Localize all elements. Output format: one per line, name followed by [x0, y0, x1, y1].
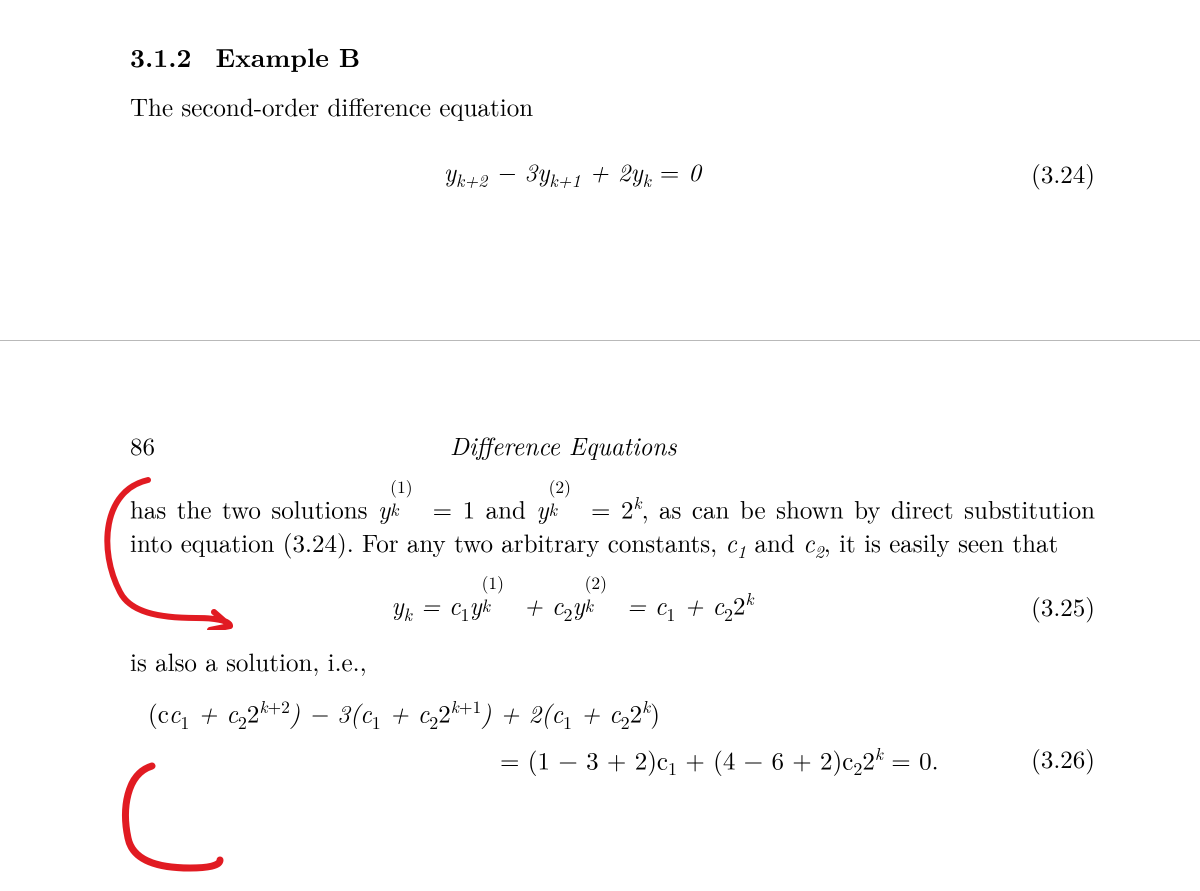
text-fragment: 2 — [862, 742, 875, 777]
section-number: 3.1.2 — [130, 38, 191, 75]
text-fragment: has the two solutions — [130, 491, 378, 526]
text-fragment: = c — [421, 588, 461, 623]
text-fragment: = 0. — [883, 742, 939, 777]
page-separator — [0, 340, 1200, 341]
section-title: Example B — [215, 38, 360, 75]
page-number: 86 — [130, 428, 450, 463]
equation-3-24-body: yk+2 − 3yk+1 + 2yk = 0 — [130, 154, 1015, 193]
equation-3-24: yk+2 − 3yk+1 + 2yk = 0 (3.24) — [130, 154, 1095, 193]
paragraph-2: is also a solution, i.e., — [130, 645, 1095, 679]
text-fragment: + c — [381, 696, 430, 731]
section-heading: 3.1.2 Example B — [130, 38, 1095, 75]
text-fragment: y — [572, 588, 584, 623]
text-fragment: = c — [618, 588, 667, 623]
text-fragment: ) + 2(c — [481, 696, 563, 731]
equation-3-26-line2: = (1 − 3 + 2)c1 + (4 − 6 + 2)c22k = 0. — [130, 741, 1015, 781]
text-fragment: , it is easily seen that — [824, 525, 1058, 560]
text-fragment: and — [746, 525, 803, 560]
text-fragment: y — [391, 588, 403, 623]
intro-text: The second-order difference equation — [130, 89, 1095, 124]
text-fragment: + c — [572, 696, 621, 731]
text-fragment: + c — [675, 588, 724, 623]
equation-3-25-number: (3.25) — [1015, 589, 1095, 624]
text-fragment: + c — [515, 588, 564, 623]
text-fragment: + c — [189, 696, 238, 731]
running-title: Difference Equations — [450, 428, 677, 463]
running-header: 86 Difference Equations — [130, 428, 1095, 463]
text-fragment: + (4 − 6 + 2)c — [677, 742, 853, 777]
text-fragment: 2 — [733, 588, 746, 623]
section-block: 3.1.2 Example B The second-order differen… — [130, 38, 1095, 205]
equation-3-26: (cc1 + c22k+2) − 3(c1 + c22k+1) + 2(c1 +… — [130, 694, 1095, 781]
equation-3-24-number: (3.24) — [1015, 156, 1095, 191]
equation-3-26-line1: (cc1 + c22k+2) − 3(c1 + c22k+1) + 2(c1 +… — [130, 694, 660, 734]
continuation-block: 86 Difference Equations has the two solu… — [130, 428, 1095, 787]
text-fragment: ) − 3(c — [290, 696, 372, 731]
equation-3-25: yk = c1y(1)k(1) + c2y(2)k(2) = c1 + c22k… — [130, 586, 1095, 626]
text-fragment: ) — [650, 696, 660, 731]
equation-3-26-number: (3.26) — [1015, 741, 1095, 776]
text-fragment: = (1 − 3 + 2)c — [500, 742, 668, 777]
text-fragment: 2 — [247, 696, 260, 731]
text-fragment: 2 — [630, 696, 643, 731]
page: 3.1.2 Example B The second-order differen… — [0, 0, 1200, 891]
equation-3-25-body: yk = c1y(1)k(1) + c2y(2)k(2) = c1 + c22k — [130, 586, 1015, 626]
text-fragment: (c — [148, 696, 169, 731]
text-fragment: = 2 — [581, 491, 634, 526]
text-fragment: y — [469, 588, 481, 623]
text-fragment: = 1 and — [422, 491, 536, 526]
text-fragment: 2 — [438, 696, 451, 731]
paragraph-1: has the two solutions y(1)k(1) = 1 and y… — [130, 491, 1095, 564]
